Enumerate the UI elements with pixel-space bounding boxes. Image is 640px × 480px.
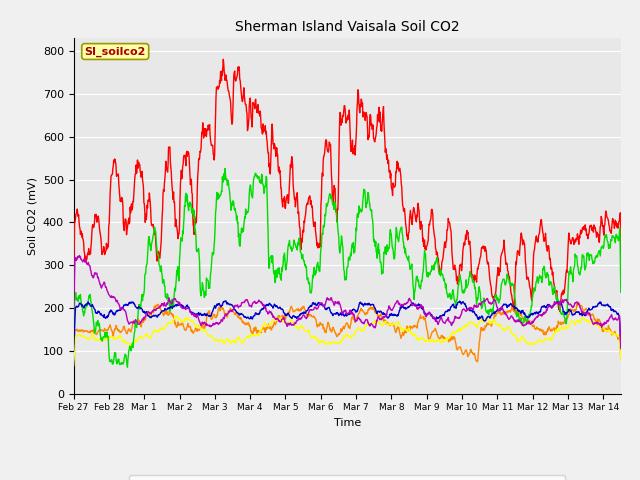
Line: CO2_2: CO2_2 <box>74 302 621 362</box>
CO2_5 <box>617 342 625 348</box>
Legend: CO2_1, CO2_2, CO2_3, CO2_4, CO2_5, CO2_6: CO2_1, CO2_2, CO2_3, CO2_4, CO2_5, CO2_6 <box>129 475 565 480</box>
CO2_4 <box>124 364 131 370</box>
CO2_5 <box>142 309 150 314</box>
CO2_1 <box>70 310 77 315</box>
CO2_6 <box>358 320 365 325</box>
CO2_3 <box>172 313 180 319</box>
CO2_2 <box>369 307 376 312</box>
CO2_5 <box>70 348 77 354</box>
CO2_5 <box>308 303 316 309</box>
CO2_6 <box>308 307 316 312</box>
Line: CO2_3: CO2_3 <box>74 316 621 366</box>
CO2_3 <box>358 328 365 334</box>
CO2_4 <box>617 289 625 295</box>
X-axis label: Time: Time <box>333 418 361 428</box>
CO2_2 <box>357 305 365 311</box>
CO2_5 <box>162 307 170 312</box>
CO2_1 <box>617 253 625 259</box>
CO2_1 <box>308 202 316 207</box>
CO2_6 <box>76 252 83 258</box>
CO2_5 <box>358 301 365 307</box>
Line: CO2_6: CO2_6 <box>74 255 621 348</box>
CO2_4 <box>163 294 170 300</box>
CO2_6 <box>163 303 170 309</box>
CO2_4 <box>358 208 366 214</box>
CO2_5 <box>255 311 262 316</box>
CO2_2 <box>575 300 582 305</box>
CO2_1 <box>369 122 377 128</box>
Line: CO2_1: CO2_1 <box>74 60 621 312</box>
Line: CO2_5: CO2_5 <box>74 301 621 351</box>
CO2_2 <box>70 356 77 362</box>
CO2_6 <box>70 312 77 318</box>
CO2_3 <box>308 335 316 340</box>
CO2_6 <box>255 298 262 304</box>
CO2_4 <box>70 341 77 347</box>
CO2_2 <box>142 312 150 318</box>
CO2_4 <box>221 166 229 171</box>
CO2_2 <box>307 312 315 318</box>
CO2_1 <box>220 57 227 62</box>
CO2_3 <box>617 356 625 362</box>
CO2_5 <box>221 298 229 304</box>
CO2_6 <box>143 311 150 317</box>
CO2_4 <box>308 286 316 292</box>
CO2_1 <box>162 158 170 164</box>
CO2_4 <box>255 174 263 180</box>
Y-axis label: Soil CO2 (mV): Soil CO2 (mV) <box>27 177 37 255</box>
CO2_6 <box>369 323 377 328</box>
CO2_4 <box>143 262 150 268</box>
Text: SI_soilco2: SI_soilco2 <box>84 47 146 57</box>
CO2_1 <box>142 217 150 223</box>
CO2_3 <box>369 319 377 325</box>
CO2_2 <box>617 357 625 362</box>
CO2_1 <box>255 108 262 114</box>
CO2_4 <box>370 234 378 240</box>
CO2_2 <box>474 359 481 365</box>
CO2_2 <box>254 328 262 334</box>
CO2_3 <box>142 332 150 338</box>
CO2_3 <box>162 324 170 330</box>
CO2_3 <box>70 363 77 369</box>
CO2_3 <box>255 332 262 338</box>
Line: CO2_4: CO2_4 <box>74 168 621 367</box>
CO2_5 <box>369 302 377 308</box>
CO2_1 <box>358 97 365 103</box>
CO2_2 <box>162 310 170 316</box>
Title: Sherman Island Vaisala Soil CO2: Sherman Island Vaisala Soil CO2 <box>235 21 460 35</box>
CO2_6 <box>617 346 625 351</box>
